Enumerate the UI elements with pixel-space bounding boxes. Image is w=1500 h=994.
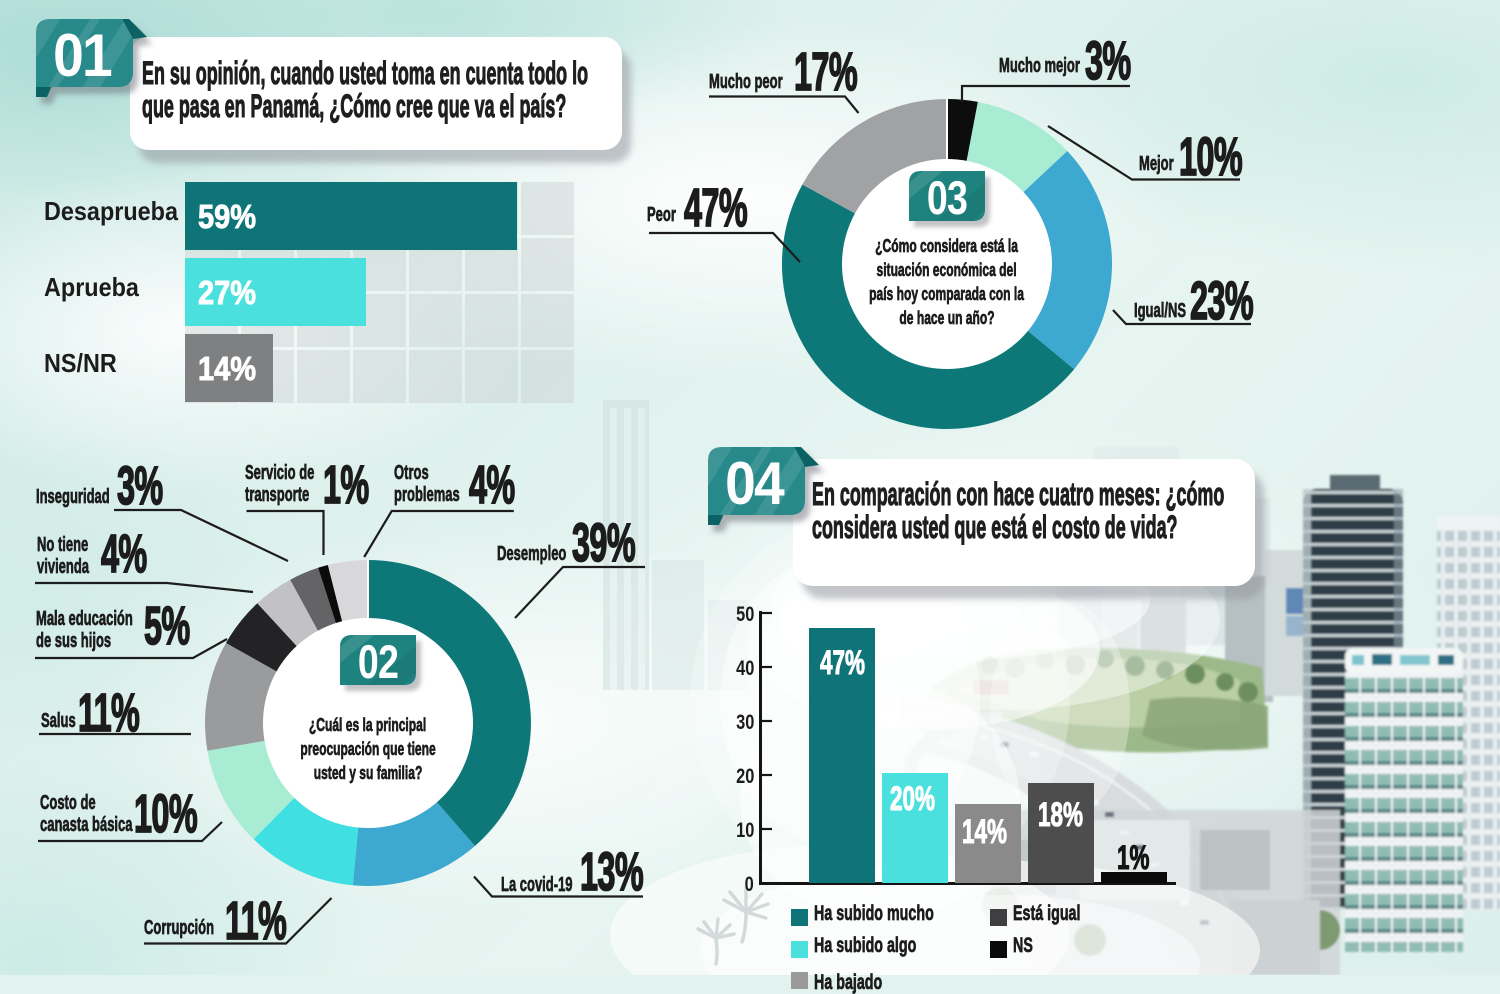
svg-text:04: 04 (725, 451, 784, 518)
svg-text:02: 02 (358, 636, 398, 689)
svg-text:03: 03 (927, 172, 967, 225)
svg-text:01: 01 (53, 23, 112, 90)
